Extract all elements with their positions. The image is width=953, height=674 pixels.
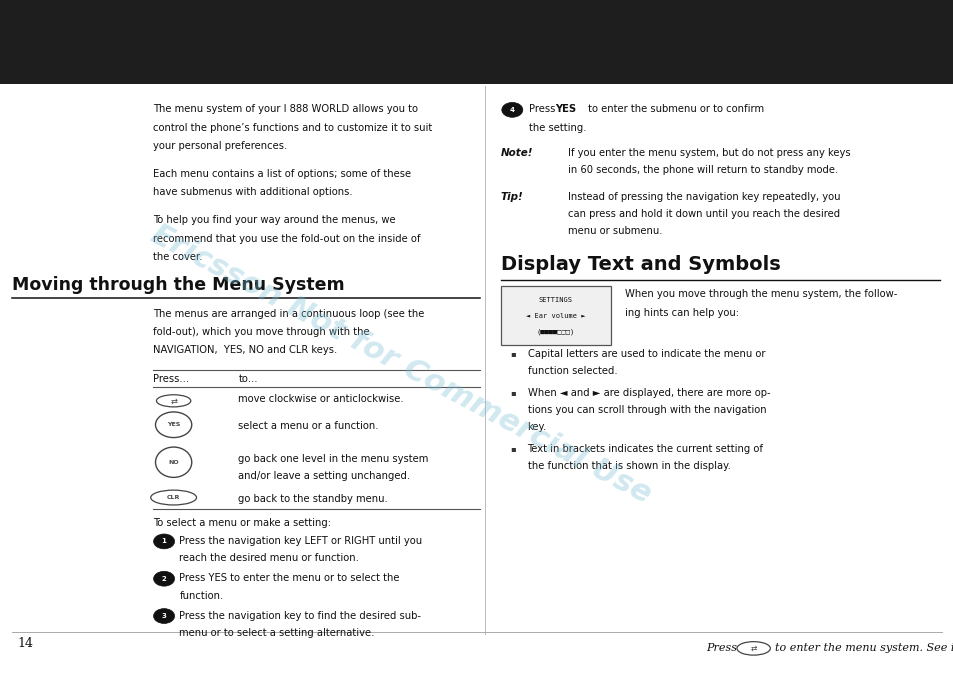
Text: When ◄ and ► are displayed, there are more op-: When ◄ and ► are displayed, there are mo… [527, 388, 769, 398]
Text: If you enter the menu system, but do not press any keys: If you enter the menu system, but do not… [567, 148, 849, 158]
Text: Press YES to enter the menu or to select the: Press YES to enter the menu or to select… [179, 574, 399, 583]
Text: YES: YES [167, 422, 180, 427]
Text: to enter the submenu or to confirm: to enter the submenu or to confirm [584, 104, 763, 115]
FancyBboxPatch shape [500, 286, 610, 345]
Text: ⇄: ⇄ [170, 396, 177, 405]
Text: the setting.: the setting. [529, 123, 586, 133]
Circle shape [501, 102, 522, 117]
Text: Tip!: Tip! [500, 192, 523, 202]
Text: Press...: Press... [152, 374, 189, 384]
Text: ing hints can help you:: ing hints can help you: [624, 307, 738, 317]
Text: tions you can scroll through with the navigation: tions you can scroll through with the na… [527, 405, 765, 415]
Text: Instead of pressing the navigation key repeatedly, you: Instead of pressing the navigation key r… [567, 192, 840, 202]
Text: The menu system of your I 888 WORLD allows you to: The menu system of your I 888 WORLD allo… [152, 104, 417, 115]
Text: 1: 1 [161, 539, 167, 545]
Text: and/or leave a setting unchanged.: and/or leave a setting unchanged. [238, 470, 410, 481]
Text: the function that is shown in the display.: the function that is shown in the displa… [527, 461, 730, 471]
Text: have submenus with additional options.: have submenus with additional options. [152, 187, 352, 197]
Text: 4: 4 [509, 107, 515, 113]
Text: 14: 14 [17, 637, 33, 650]
Text: To select a menu or make a setting:: To select a menu or make a setting: [152, 518, 331, 528]
Text: Capital letters are used to indicate the menu or: Capital letters are used to indicate the… [527, 348, 764, 359]
Text: Press: Press [705, 644, 736, 653]
Text: The menus are arranged in a continuous loop (see the: The menus are arranged in a continuous l… [152, 309, 423, 319]
Text: ◄ Ear volume ►: ◄ Ear volume ► [525, 313, 585, 319]
Circle shape [153, 572, 174, 586]
Text: control the phone’s functions and to customize it to suit: control the phone’s functions and to cus… [152, 123, 432, 133]
Text: SETTINGS: SETTINGS [538, 297, 572, 303]
Text: go back to the standby menu.: go back to the standby menu. [238, 494, 388, 504]
Text: function.: function. [179, 590, 223, 601]
Text: go back one level in the menu system: go back one level in the menu system [238, 454, 429, 464]
Text: 3: 3 [161, 613, 167, 619]
Text: recommend that you use the fold-out on the inside of: recommend that you use the fold-out on t… [152, 234, 419, 244]
Text: Each menu contains a list of options; some of these: Each menu contains a list of options; so… [152, 169, 411, 179]
Text: to enter the menu system. See inside the cover.: to enter the menu system. See inside the… [774, 644, 953, 653]
Text: Note!: Note! [500, 148, 533, 158]
Text: ▪: ▪ [510, 348, 516, 358]
Text: NAVIGATION,  YES, NO and CLR keys.: NAVIGATION, YES, NO and CLR keys. [152, 345, 336, 355]
Text: select a menu or a function.: select a menu or a function. [238, 421, 378, 431]
Text: in 60 seconds, the phone will return to standby mode.: in 60 seconds, the phone will return to … [567, 165, 837, 175]
Text: Press the navigation key to find the desired sub-: Press the navigation key to find the des… [179, 611, 421, 621]
Text: menu or to select a setting alternative.: menu or to select a setting alternative. [179, 628, 375, 638]
Text: NO: NO [168, 460, 179, 465]
Text: Press: Press [529, 104, 558, 115]
Text: fold-out), which you move through with the: fold-out), which you move through with t… [152, 327, 369, 337]
Text: Text in brackets indicates the current setting of: Text in brackets indicates the current s… [527, 444, 762, 454]
Text: The Menu System: The Menu System [17, 30, 278, 58]
Text: 2: 2 [162, 576, 166, 582]
Text: (■■■■□□□): (■■■■□□□) [536, 328, 575, 335]
Text: move clockwise or anticlockwise.: move clockwise or anticlockwise. [238, 394, 404, 404]
Text: function selected.: function selected. [527, 365, 617, 375]
Text: ⇄: ⇄ [750, 644, 756, 653]
Text: your personal preferences.: your personal preferences. [152, 141, 287, 151]
Text: Press the navigation key LEFT or RIGHT until you: Press the navigation key LEFT or RIGHT u… [179, 536, 422, 546]
Text: To help you find your way around the menus, we: To help you find your way around the men… [152, 216, 395, 226]
Text: ▪: ▪ [510, 388, 516, 397]
Bar [0, 0, 953, 84]
Text: can press and hold it down until you reach the desired: can press and hold it down until you rea… [567, 209, 839, 219]
Circle shape [153, 534, 174, 549]
Text: menu or submenu.: menu or submenu. [567, 226, 661, 237]
Text: Display Text and Symbols: Display Text and Symbols [500, 255, 780, 274]
Text: When you move through the menu system, the follow-: When you move through the menu system, t… [624, 289, 897, 299]
Text: CLR: CLR [167, 495, 180, 500]
Text: ▪: ▪ [510, 444, 516, 453]
Circle shape [153, 609, 174, 623]
Text: reach the desired menu or function.: reach the desired menu or function. [179, 553, 359, 563]
Text: YES: YES [555, 104, 576, 115]
Text: Ericsson Not for Commercial Use: Ericsson Not for Commercial Use [146, 219, 655, 509]
Text: the cover.: the cover. [152, 252, 202, 262]
Text: Moving through the Menu System: Moving through the Menu System [12, 276, 345, 294]
Text: key.: key. [527, 422, 546, 432]
Text: to...: to... [238, 374, 257, 384]
